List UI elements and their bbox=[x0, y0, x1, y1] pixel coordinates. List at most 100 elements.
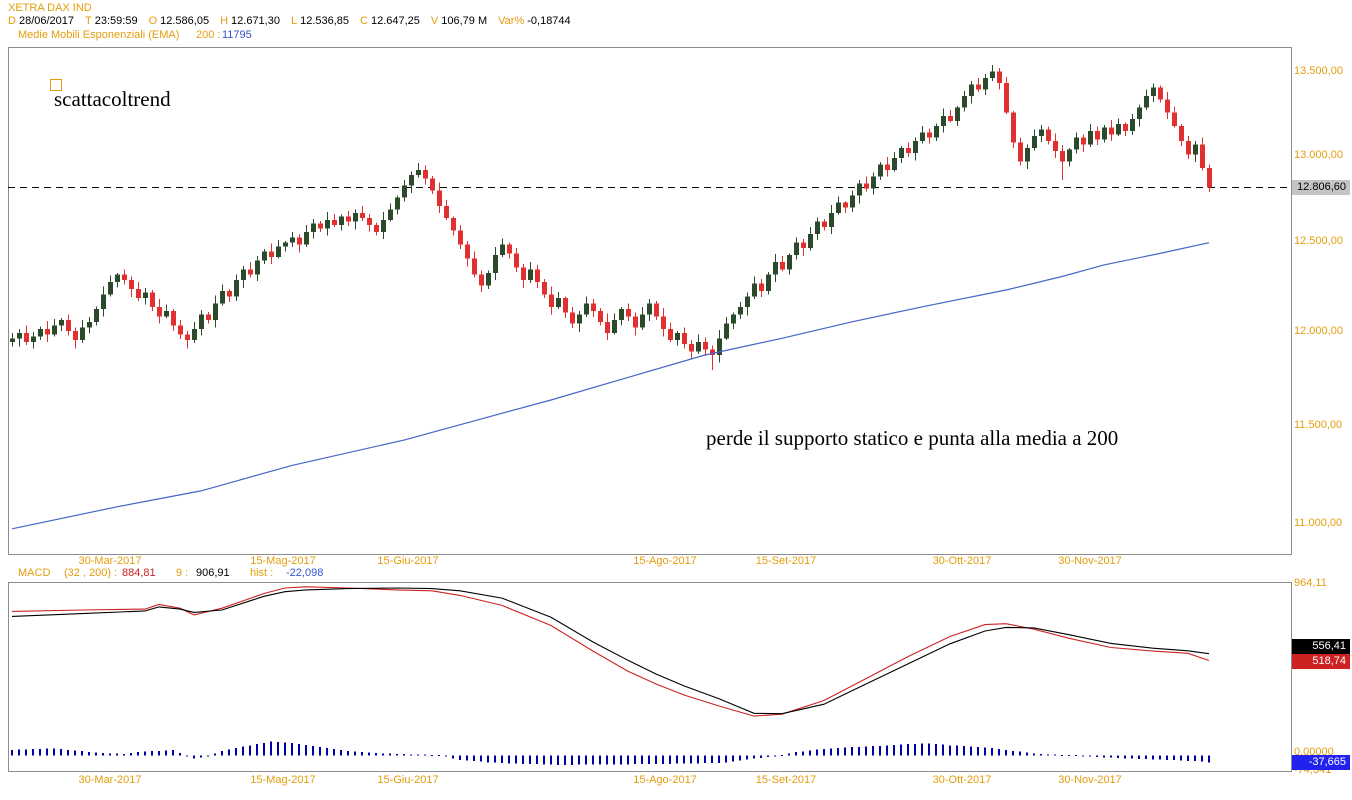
quote-field-value: 23:59:59 bbox=[94, 15, 138, 27]
candle-up bbox=[745, 296, 750, 308]
price-axis-label: 11.000,00 bbox=[1294, 516, 1343, 529]
candle-up bbox=[10, 338, 15, 343]
candle-up bbox=[1144, 95, 1149, 108]
candle-down bbox=[136, 289, 141, 299]
candle-up bbox=[192, 329, 197, 341]
note-text: perde il supporto statico e punta alla m… bbox=[706, 426, 1119, 450]
macd-histogram-bar bbox=[676, 755, 678, 764]
macd-axis-zero: 0,00000 bbox=[1294, 746, 1334, 758]
macd-histogram-bar bbox=[165, 750, 167, 756]
candle-down bbox=[591, 303, 596, 311]
macd-signal-value: 906,91 bbox=[196, 567, 230, 579]
macd-histogram-bar bbox=[361, 751, 363, 756]
candle-down bbox=[1165, 99, 1170, 113]
macd-histogram-bar bbox=[732, 755, 734, 762]
candle-up bbox=[619, 309, 624, 320]
candle-down bbox=[269, 251, 274, 257]
candle-down bbox=[598, 310, 603, 322]
macd-histogram-bar bbox=[130, 753, 132, 756]
date-axis-label: 15-Set-2017 bbox=[755, 555, 817, 567]
candle-up bbox=[1088, 130, 1093, 145]
quote-field-label: D bbox=[8, 15, 16, 27]
ema200-line bbox=[11, 242, 1210, 530]
macd-histogram-bar bbox=[515, 755, 517, 764]
candle-down bbox=[430, 178, 435, 191]
candle-up bbox=[262, 251, 267, 261]
candle-up bbox=[717, 338, 722, 355]
macd-histogram-bar bbox=[1187, 755, 1189, 761]
macd-histogram-bar bbox=[949, 745, 951, 756]
candle-down bbox=[1109, 127, 1114, 135]
quote-field-value: -0,18744 bbox=[527, 15, 571, 27]
candle-up bbox=[878, 164, 883, 177]
macd-histogram-bar bbox=[284, 742, 286, 756]
macd-histogram-bar bbox=[200, 755, 202, 758]
candle-down bbox=[535, 269, 540, 282]
candle-down bbox=[458, 230, 463, 245]
candle-up bbox=[850, 195, 855, 208]
macd-canvas[interactable] bbox=[8, 582, 1290, 770]
candle-up bbox=[724, 323, 729, 339]
indicator-param: 200 : bbox=[196, 29, 221, 41]
candle-up bbox=[1074, 137, 1079, 150]
candle-up bbox=[766, 274, 771, 291]
symbol-title: XETRA DAX IND bbox=[8, 2, 92, 14]
candle-up bbox=[31, 336, 36, 343]
macd-histogram-bar bbox=[781, 754, 783, 756]
macd-histogram-bar bbox=[494, 755, 496, 763]
macd-histogram-bar bbox=[746, 755, 748, 760]
macd-histogram-bar bbox=[270, 741, 272, 756]
macd-histogram-bar bbox=[998, 748, 1000, 756]
macd-hist-value-box: -37,665 bbox=[1292, 755, 1350, 771]
candle-down bbox=[780, 262, 785, 270]
macd-histogram-bar bbox=[858, 746, 860, 756]
macd-histogram-bar bbox=[1152, 755, 1154, 760]
macd-histogram-bar bbox=[795, 752, 797, 756]
macd-histogram-bar bbox=[767, 755, 769, 758]
candle-up bbox=[38, 329, 43, 337]
candle-up bbox=[101, 294, 106, 310]
macd-histogram-bar bbox=[907, 744, 909, 756]
candle-up bbox=[381, 219, 386, 233]
macd-histogram-bar bbox=[1208, 755, 1210, 763]
candle-down bbox=[1207, 168, 1212, 188]
macd-histogram-bar bbox=[753, 755, 755, 759]
macd-histogram-bar bbox=[389, 753, 391, 756]
macd-histogram-bar bbox=[641, 755, 643, 765]
candle-up bbox=[388, 209, 393, 220]
candle-down bbox=[451, 218, 456, 231]
quote-field-label: H bbox=[220, 15, 229, 27]
macd-histogram-bar bbox=[1040, 753, 1042, 756]
macd-line-value-box: 518,74 bbox=[1292, 653, 1350, 669]
macd-histogram-bar bbox=[242, 746, 244, 756]
date-axis-label: 15-Set-2017 bbox=[755, 774, 817, 786]
candle-up bbox=[94, 309, 99, 322]
candle-down bbox=[801, 242, 806, 249]
candle-down bbox=[1123, 124, 1128, 131]
candle-up bbox=[983, 77, 988, 90]
candle-down bbox=[682, 332, 687, 344]
macd-histogram-bar bbox=[697, 755, 699, 764]
price-chart-canvas[interactable] bbox=[8, 47, 1290, 553]
macd-histogram-bar bbox=[221, 750, 223, 756]
macd-histogram-bar bbox=[186, 755, 188, 757]
macd-histogram-bar bbox=[823, 748, 825, 756]
candle-down bbox=[318, 223, 323, 229]
macd-signal-line bbox=[11, 587, 1210, 715]
candle-up bbox=[892, 157, 897, 170]
macd-histogram-bar bbox=[403, 754, 405, 756]
macd-histogram-bar bbox=[1047, 754, 1049, 756]
price-axis-label: 12.000,00 bbox=[1294, 324, 1343, 337]
macd-histogram-bar bbox=[235, 748, 237, 756]
macd-histogram-bar bbox=[725, 755, 727, 763]
macd-histogram-bar bbox=[1068, 754, 1070, 756]
macd-histogram-bar bbox=[690, 755, 692, 764]
candle-up bbox=[486, 272, 491, 286]
candle-up bbox=[934, 125, 939, 138]
quote-field-label: T bbox=[85, 15, 92, 27]
macd-histogram-bar bbox=[592, 755, 594, 765]
candle-up bbox=[402, 185, 407, 198]
annotation-checkbox[interactable] bbox=[50, 79, 62, 91]
candle-down bbox=[248, 269, 253, 275]
